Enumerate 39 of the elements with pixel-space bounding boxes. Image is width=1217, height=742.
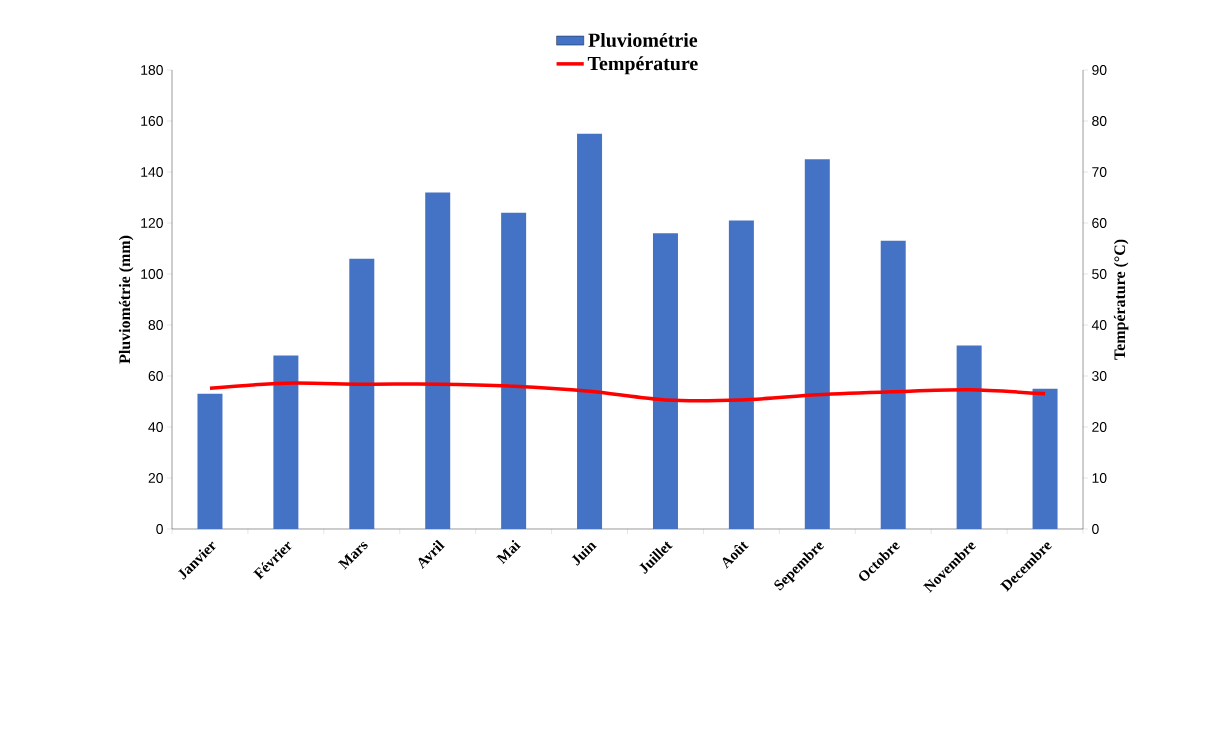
bar — [880, 240, 906, 529]
y-tick-label: 160 — [141, 116, 163, 126]
y2-tick-label: 0 — [1092, 524, 1099, 534]
y-tick-label: 180 — [141, 65, 163, 75]
y2-tick-label: 30 — [1092, 371, 1107, 381]
bar — [956, 345, 982, 529]
bar — [652, 233, 678, 529]
y2-tick-label: 70 — [1092, 167, 1107, 177]
legend-label: Pluviométrie — [588, 32, 698, 47]
y2-tick-label: 90 — [1092, 65, 1107, 75]
bar — [425, 192, 451, 529]
y2-tick-label: 20 — [1092, 422, 1107, 432]
y2-tick-label: 60 — [1092, 218, 1107, 228]
bar — [577, 133, 603, 529]
bar — [349, 258, 375, 529]
y2-tick-label: 80 — [1092, 116, 1107, 126]
y-tick-label: 20 — [148, 473, 163, 483]
bar — [197, 393, 223, 529]
bar — [273, 355, 299, 529]
bar — [728, 220, 754, 529]
y-tick-label: 0 — [156, 524, 163, 534]
y2-axis-title: Température (°C) — [1113, 239, 1129, 360]
y-tick-label: 100 — [141, 269, 163, 279]
y2-tick-label: 10 — [1092, 473, 1107, 483]
x-tick-label: Juin — [571, 542, 597, 566]
y2-tick-label: 40 — [1091, 320, 1107, 330]
x-tick-label: Mai — [496, 540, 521, 565]
y-tick-label: 40 — [148, 422, 163, 432]
y2-tick-label: 50 — [1092, 269, 1107, 279]
y-axis-title: Pluviométrie (mm) — [118, 235, 134, 364]
y-tick-label: 80 — [148, 320, 163, 330]
line-series — [208, 381, 1047, 403]
bar — [501, 212, 527, 529]
y-tick-label: 120 — [141, 218, 163, 228]
bar — [1032, 388, 1058, 529]
y-tick-label: 140 — [141, 167, 163, 177]
y-tick-label: 60 — [148, 371, 163, 381]
legend-label: Température — [587, 56, 698, 75]
bar — [804, 159, 830, 529]
